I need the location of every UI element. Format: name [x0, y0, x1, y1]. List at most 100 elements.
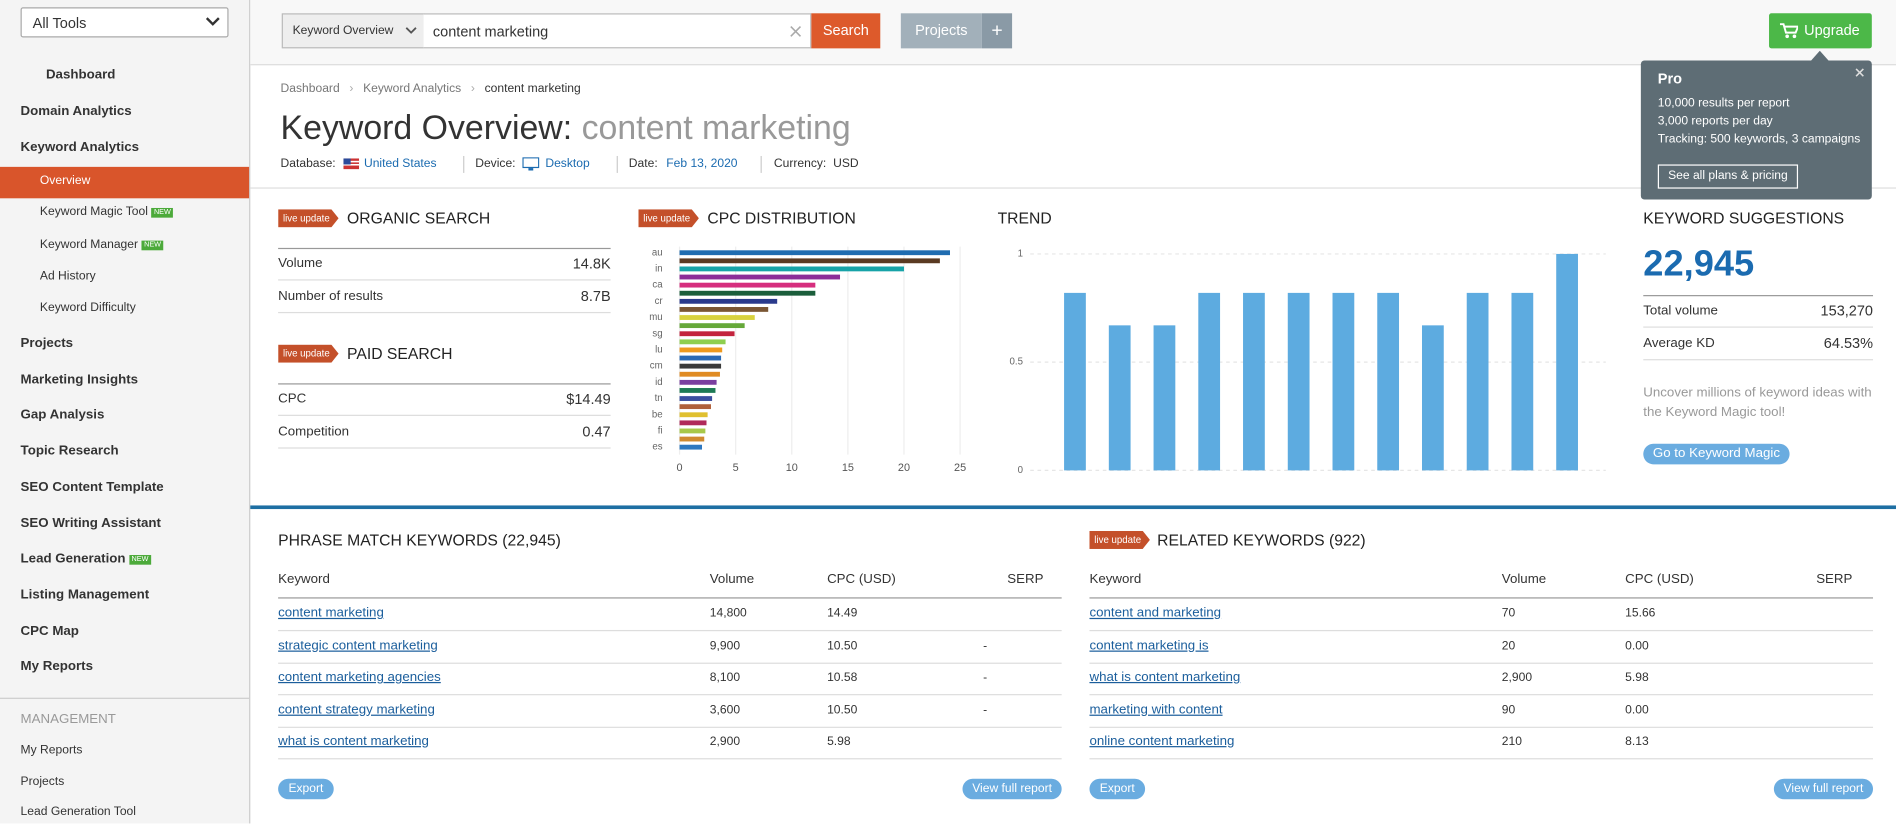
- nav-item[interactable]: SEO Writing Assistant: [21, 517, 161, 531]
- search-input[interactable]: content marketing: [423, 13, 812, 49]
- date-select[interactable]: Feb 13, 2020: [666, 157, 738, 171]
- keyword-magic-button[interactable]: Go to Keyword Magic: [1643, 443, 1790, 465]
- add-project-button[interactable]: +: [981, 13, 1013, 49]
- nav-item[interactable]: Domain Analytics: [21, 105, 132, 118]
- keyword-link[interactable]: strategic content marketing: [278, 637, 438, 653]
- bar: [679, 379, 717, 385]
- nav-label: Keyword Difficulty: [39, 301, 136, 315]
- projects-button[interactable]: Projects: [900, 13, 982, 49]
- tool-select[interactable]: All Tools: [20, 7, 229, 38]
- upgrade-button[interactable]: Upgrade: [1769, 13, 1872, 49]
- crumb: content marketing: [484, 82, 581, 96]
- nav-label: Gap Analysis: [20, 407, 105, 423]
- live-badge: live update: [1089, 530, 1150, 549]
- keyword-link[interactable]: what is content marketing: [1089, 669, 1241, 685]
- volume: 2,900: [709, 735, 741, 749]
- bar: [1198, 292, 1221, 471]
- row-line: [1089, 726, 1874, 728]
- row-line: [278, 662, 1062, 664]
- keyword-link[interactable]: content marketing: [278, 605, 384, 621]
- keyword-link[interactable]: content marketing agencies: [278, 669, 441, 685]
- nav-label: Domain Analytics: [20, 103, 132, 119]
- metric-value: 8.7B: [580, 287, 611, 305]
- bar: [679, 298, 778, 304]
- bar: [1556, 253, 1578, 471]
- nav-item[interactable]: Topic Research: [21, 444, 119, 458]
- nav-item[interactable]: CPC Map: [21, 625, 79, 638]
- serp: -: [983, 671, 988, 685]
- clear-icon[interactable]: [790, 25, 802, 37]
- row-line: [278, 726, 1062, 728]
- export-button[interactable]: Export: [1089, 778, 1146, 800]
- promo-text: the Keyword Magic tool!: [1643, 405, 1786, 420]
- section-title: CPC DISTRIBUTION: [707, 209, 856, 228]
- nav-item[interactable]: Overview: [40, 175, 90, 187]
- column-header: SERP: [1816, 571, 1853, 587]
- search-button[interactable]: Search: [811, 13, 881, 49]
- nav-label: Projects: [20, 336, 74, 351]
- nav-label: Keyword Magic Tool: [39, 205, 148, 219]
- crumb[interactable]: Dashboard: [280, 82, 340, 96]
- nav-item[interactable]: Keyword Magic Tool NEW: [39, 205, 174, 219]
- y-tick-label: es: [652, 442, 662, 453]
- nav-item[interactable]: Keyword Analytics: [21, 141, 140, 154]
- keyword-link[interactable]: content and marketing: [1089, 605, 1222, 621]
- report-select[interactable]: Keyword Overview: [281, 13, 425, 49]
- bar: [679, 250, 950, 256]
- y-tick-label: mu: [649, 312, 662, 323]
- serp: -: [983, 639, 988, 653]
- nav-item[interactable]: Ad History: [40, 270, 96, 283]
- cpc: 15.66: [1625, 607, 1656, 621]
- bar: [679, 444, 703, 450]
- device-select[interactable]: Desktop: [545, 157, 590, 171]
- nav-label: Overview: [39, 174, 91, 188]
- nav-item[interactable]: My Reports: [20, 743, 83, 757]
- keyword-link[interactable]: what is content marketing: [278, 733, 429, 749]
- view-report-button[interactable]: View full report: [1773, 778, 1874, 800]
- nav-label: CPC Map: [20, 623, 79, 639]
- popup-arrow: [1810, 50, 1830, 62]
- monitor-icon: [522, 157, 540, 171]
- nav-item[interactable]: Gap Analysis: [20, 407, 105, 423]
- keyword-link[interactable]: marketing with content: [1089, 701, 1223, 717]
- nav-label: SEO Content Template: [20, 480, 164, 495]
- bar: [679, 436, 705, 442]
- pro-popup: Pro 10,000 results per report 3,000 repo…: [1640, 60, 1872, 200]
- nav-item[interactable]: Projects: [21, 337, 74, 350]
- nav-item[interactable]: Keyword Manager NEW: [40, 239, 164, 251]
- row-line: [278, 311, 611, 314]
- x-tick-label: 20: [898, 462, 910, 474]
- column-header: CPC (USD): [1625, 571, 1694, 587]
- close-icon[interactable]: [1855, 68, 1865, 78]
- popup-line: 3,000 reports per day: [1657, 114, 1773, 129]
- nav-item[interactable]: Marketing Insights: [21, 373, 139, 387]
- bar: [1332, 292, 1355, 471]
- nav-item[interactable]: SEO Content Template: [21, 481, 164, 494]
- nav-item[interactable]: Projects: [20, 775, 65, 789]
- keyword-link[interactable]: online content marketing: [1089, 733, 1235, 749]
- nav-item[interactable]: Dashboard: [46, 68, 115, 82]
- volume: 2,900: [1501, 671, 1533, 685]
- header-line: [278, 597, 1062, 599]
- export-button[interactable]: Export: [278, 778, 334, 800]
- keyword-link[interactable]: content marketing is: [1089, 637, 1209, 653]
- plans-button[interactable]: See all plans & pricing: [1657, 164, 1799, 189]
- cpc: 10.58: [827, 671, 858, 685]
- column-header: Volume: [709, 571, 755, 587]
- nav-item[interactable]: Listing Management: [21, 588, 150, 602]
- nav-item[interactable]: Keyword Difficulty: [40, 302, 136, 314]
- search-query: content marketing: [432, 22, 549, 40]
- metric-value: 14.8K: [572, 255, 611, 273]
- nav-item[interactable]: Lead Generation Tool: [20, 805, 136, 819]
- nav-item[interactable]: Lead Generation NEW: [21, 552, 151, 566]
- cpc: 10.50: [827, 639, 858, 653]
- page-title: Keyword Overview: content marketing: [281, 111, 851, 145]
- title-prefix: Keyword Overview:: [280, 108, 573, 147]
- keyword-link[interactable]: content strategy marketing: [278, 701, 435, 717]
- nav-item[interactable]: My Reports: [21, 660, 93, 673]
- database-select[interactable]: United States: [363, 157, 437, 171]
- cart-icon: [1779, 23, 1799, 39]
- view-report-button[interactable]: View full report: [962, 778, 1062, 800]
- metric-value: 0.47: [582, 423, 611, 441]
- crumb[interactable]: Keyword Analytics: [363, 82, 462, 96]
